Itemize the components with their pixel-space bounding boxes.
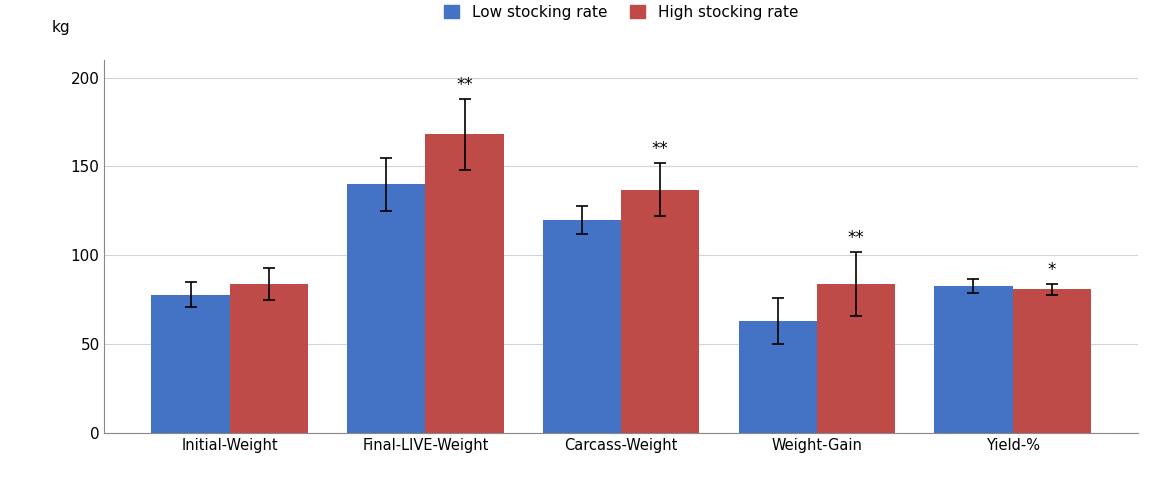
Bar: [1012, 289, 1091, 433]
Bar: [347, 184, 425, 433]
Bar: [230, 284, 308, 433]
Text: **: **: [456, 76, 473, 94]
Bar: [817, 284, 895, 433]
Bar: [543, 220, 621, 433]
Legend: Low stocking rate, High stocking rate: Low stocking rate, High stocking rate: [440, 0, 802, 24]
Text: **: **: [848, 229, 864, 247]
Text: kg: kg: [52, 20, 71, 35]
Bar: [151, 294, 230, 433]
Bar: [425, 134, 504, 433]
Bar: [621, 190, 699, 433]
Bar: [935, 286, 1012, 433]
Bar: [738, 321, 817, 433]
Text: *: *: [1047, 260, 1055, 278]
Text: **: **: [651, 139, 669, 157]
